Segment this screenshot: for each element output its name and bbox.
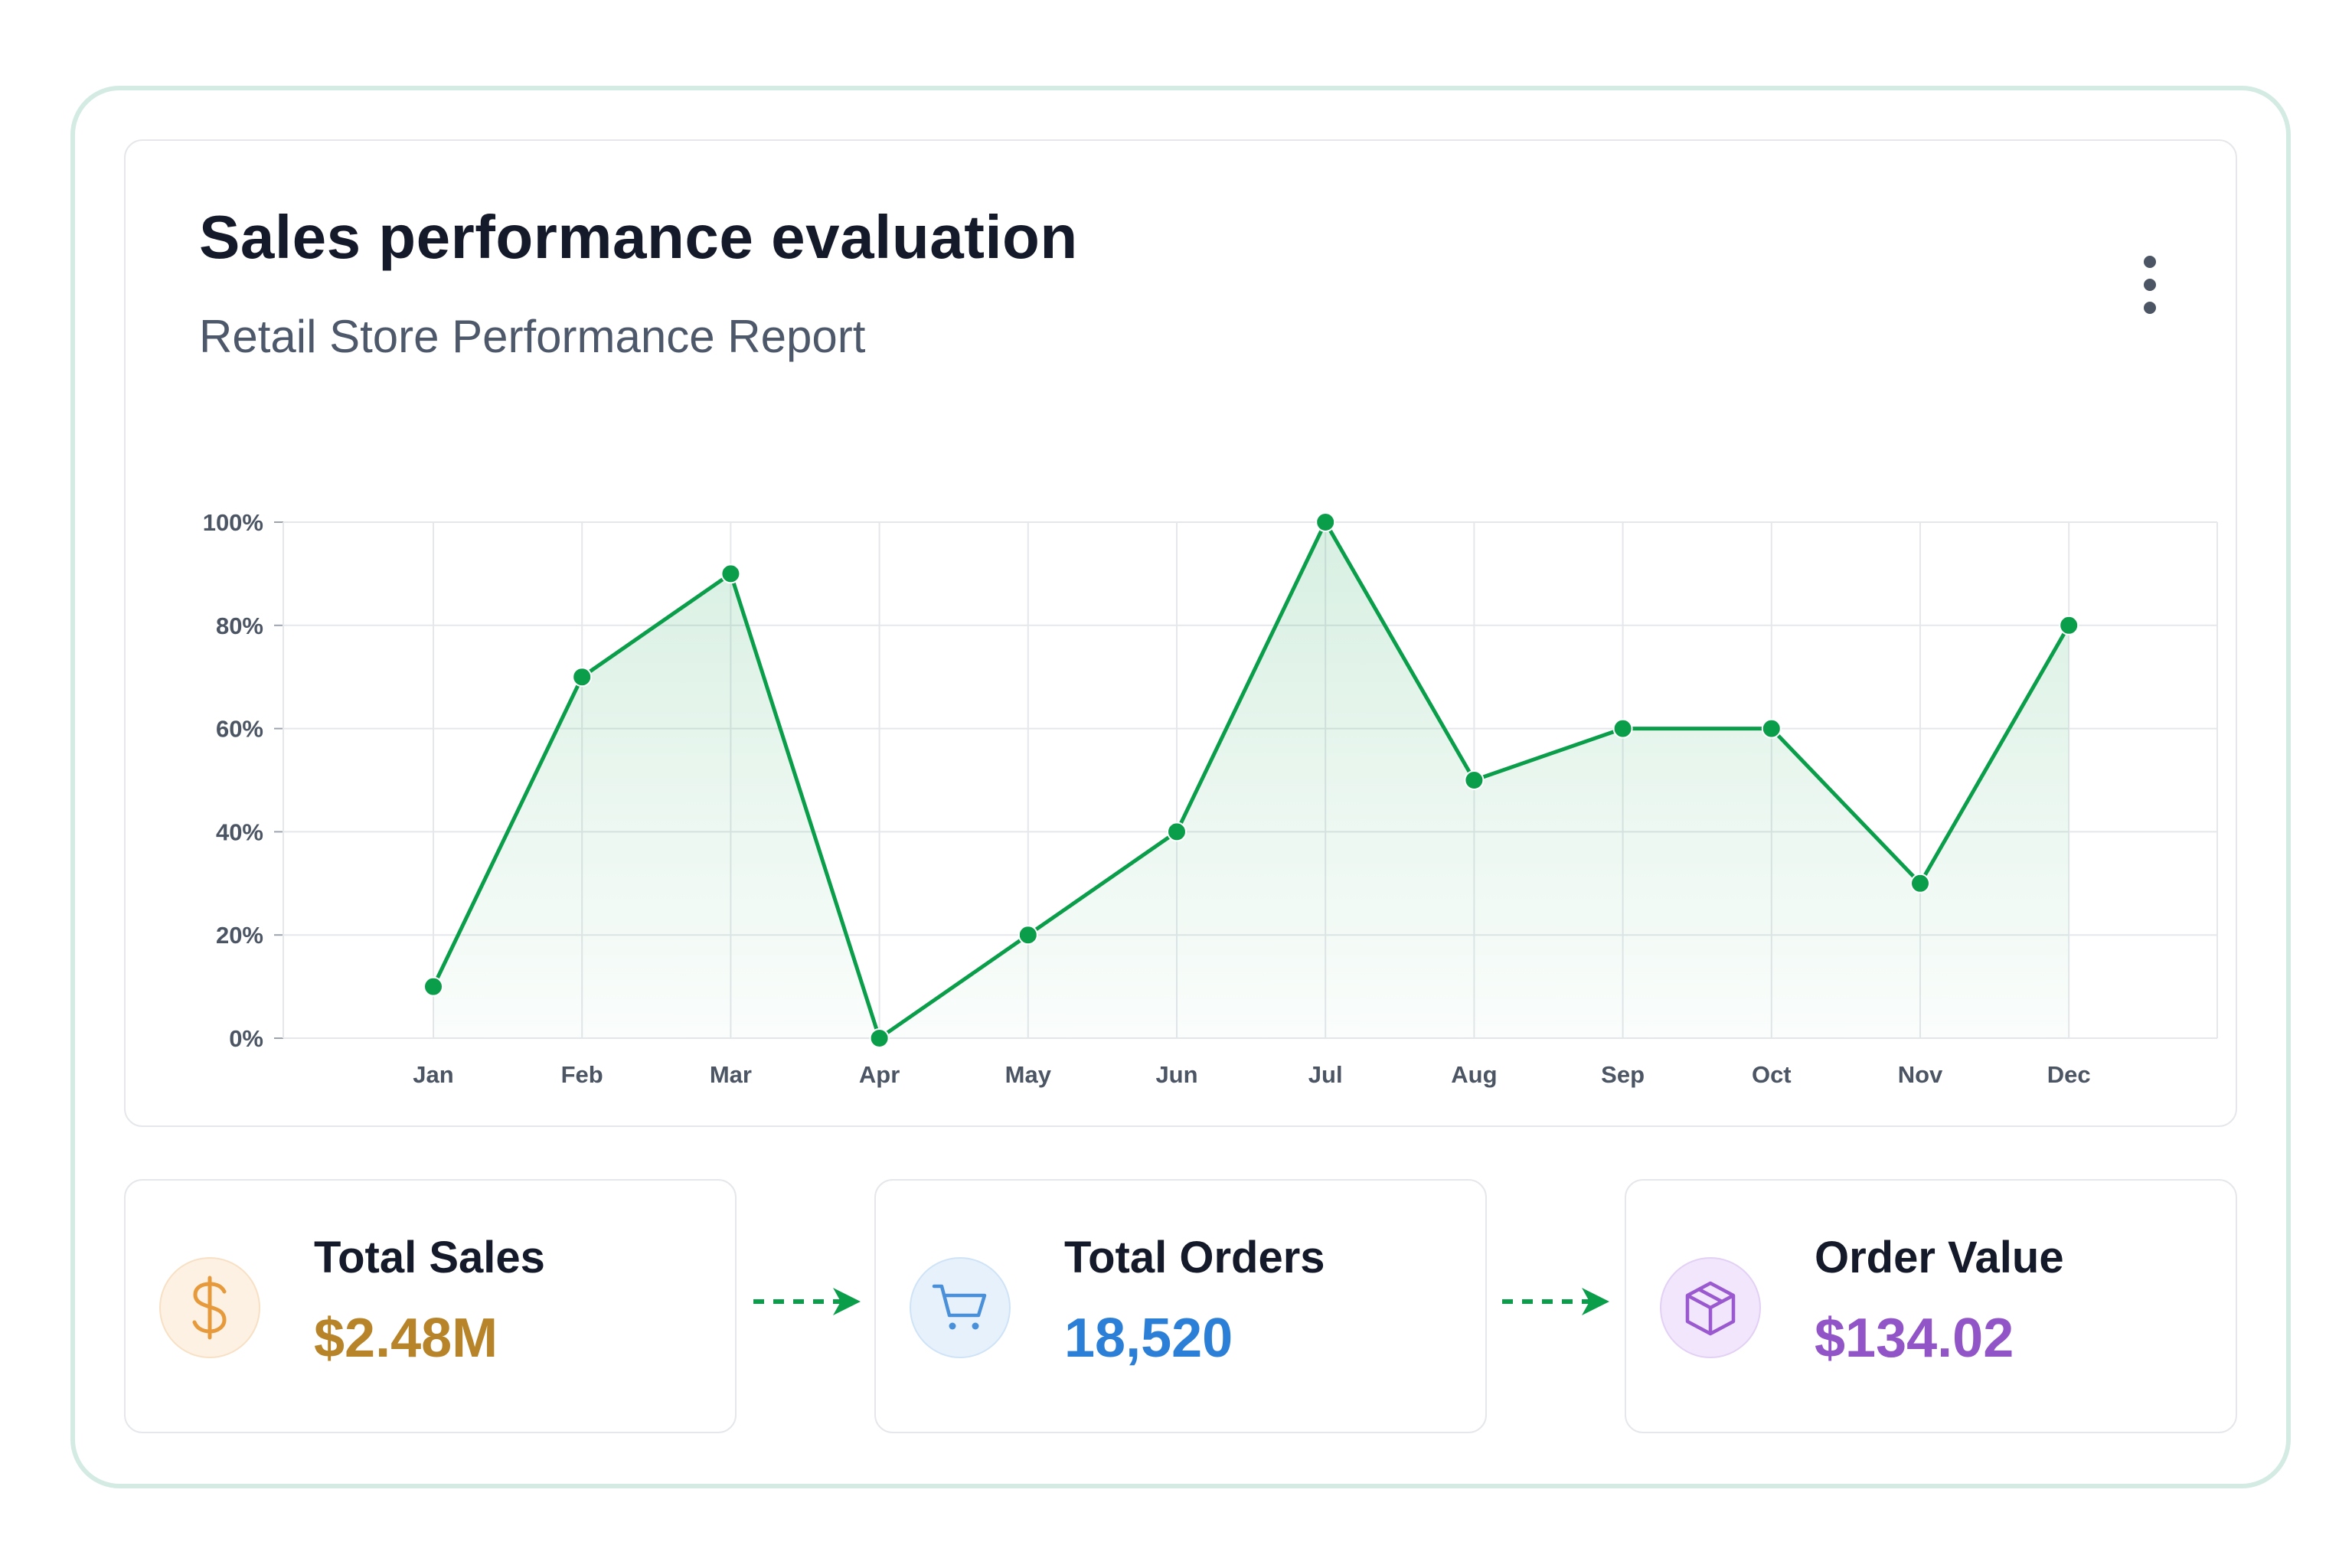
metric-value: 18,520: [1064, 1308, 1233, 1369]
x-tick-label: Apr: [859, 1061, 900, 1088]
x-tick-label: Jun: [1155, 1061, 1197, 1088]
more-vertical-icon: [2144, 256, 2156, 314]
arrow-right-icon: [1502, 1288, 1609, 1315]
x-tick-label: Oct: [1752, 1061, 1792, 1088]
y-tick-label: 40%: [216, 818, 263, 845]
y-tick-label: 80%: [216, 612, 263, 639]
chart-line: [431, 520, 2071, 1040]
dollar-icon: [192, 1276, 227, 1340]
metric-icon-badge: [910, 1257, 1011, 1358]
more-options-button[interactable]: [2133, 247, 2167, 315]
metric-card-total-orders[interactable]: Total Orders 18,520: [874, 1179, 1487, 1433]
metric-label: Order Value: [1815, 1233, 2064, 1282]
x-axis-ticks: Jan Feb Mar Apr May Jun Jul Aug Sep Oct Nov Dec: [413, 1061, 2090, 1088]
y-tick-label: 100%: [203, 509, 263, 536]
package-icon: [1685, 1281, 1736, 1336]
data-point[interactable]: [1464, 770, 1485, 790]
x-tick-label: Nov: [1898, 1061, 1943, 1088]
x-tick-label: Aug: [1451, 1061, 1497, 1088]
data-point[interactable]: [1910, 873, 1930, 893]
page-subtitle: Retail Store Performance Report: [199, 311, 866, 362]
chart-area: [433, 522, 2069, 1038]
x-tick-label: Dec: [2047, 1061, 2091, 1088]
y-tick-label: 20%: [216, 922, 263, 949]
page-title: Sales performance evaluation: [199, 203, 1078, 271]
y-tick-label: 0%: [229, 1025, 263, 1052]
x-tick-label: Jul: [1308, 1061, 1343, 1088]
metric-card-total-sales[interactable]: Total Sales $2.48M: [124, 1179, 737, 1433]
shopping-cart-icon: [932, 1284, 987, 1330]
data-point[interactable]: [423, 976, 443, 997]
x-tick-label: Feb: [561, 1061, 603, 1088]
metric-icon-badge: [1660, 1257, 1761, 1358]
metric-value: $2.48M: [314, 1308, 498, 1369]
series-area-fill: [433, 522, 2069, 1038]
data-point[interactable]: [1167, 822, 1187, 842]
metric-icon-badge: [159, 1257, 260, 1358]
data-point[interactable]: [572, 667, 593, 688]
y-tick-label: 60%: [216, 716, 263, 743]
arrow-right-icon: [753, 1288, 861, 1315]
series-line: [431, 520, 2071, 1040]
data-point[interactable]: [869, 1028, 890, 1048]
data-point[interactable]: [1612, 718, 1633, 739]
y-axis-ticks: 0% 20% 40% 60% 80% 100%: [203, 509, 263, 1052]
data-point[interactable]: [2059, 615, 2079, 635]
metric-label: Total Orders: [1064, 1233, 1325, 1282]
chart-points: [423, 512, 2079, 1048]
data-point[interactable]: [720, 564, 741, 584]
x-tick-label: Sep: [1601, 1061, 1645, 1088]
metric-card-order-value[interactable]: Order Value $134.02: [1625, 1179, 2237, 1433]
metric-label: Total Sales: [314, 1233, 545, 1282]
data-point[interactable]: [1761, 718, 1782, 739]
x-tick-label: May: [1005, 1061, 1052, 1088]
data-point[interactable]: [1018, 925, 1038, 946]
x-tick-label: Jan: [413, 1061, 453, 1088]
data-point[interactable]: [1315, 512, 1336, 532]
x-tick-label: Mar: [710, 1061, 752, 1088]
metric-value: $134.02: [1815, 1308, 2014, 1369]
